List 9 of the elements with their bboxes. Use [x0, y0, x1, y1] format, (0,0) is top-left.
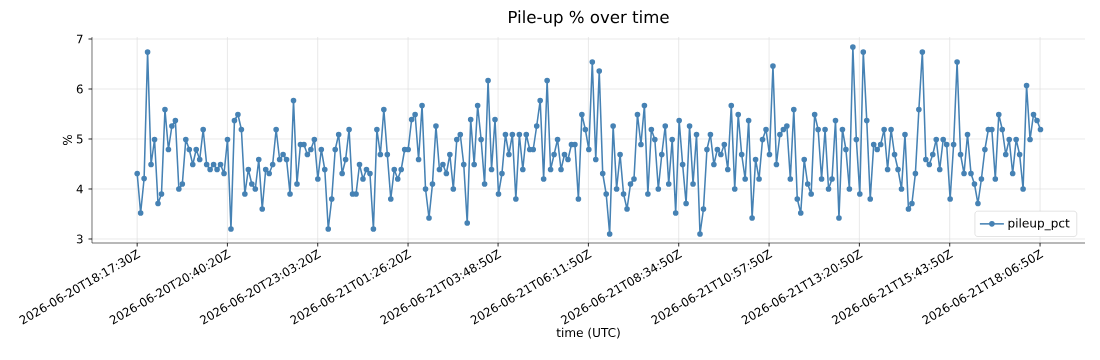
- y-axis-title: %: [62, 134, 72, 146]
- x-axis-title: time (UTC): [556, 327, 620, 339]
- chart-title: Pile-up % over time: [509, 10, 669, 27]
- y-tick-label: 7: [76, 34, 83, 44]
- legend-label: pileup_pct: [1008, 218, 1070, 231]
- y-tick-label: 5: [76, 134, 83, 144]
- y-tick-label: 6: [76, 84, 83, 94]
- y-tick-label: 3: [76, 234, 83, 244]
- y-tick-label: 4: [76, 184, 83, 194]
